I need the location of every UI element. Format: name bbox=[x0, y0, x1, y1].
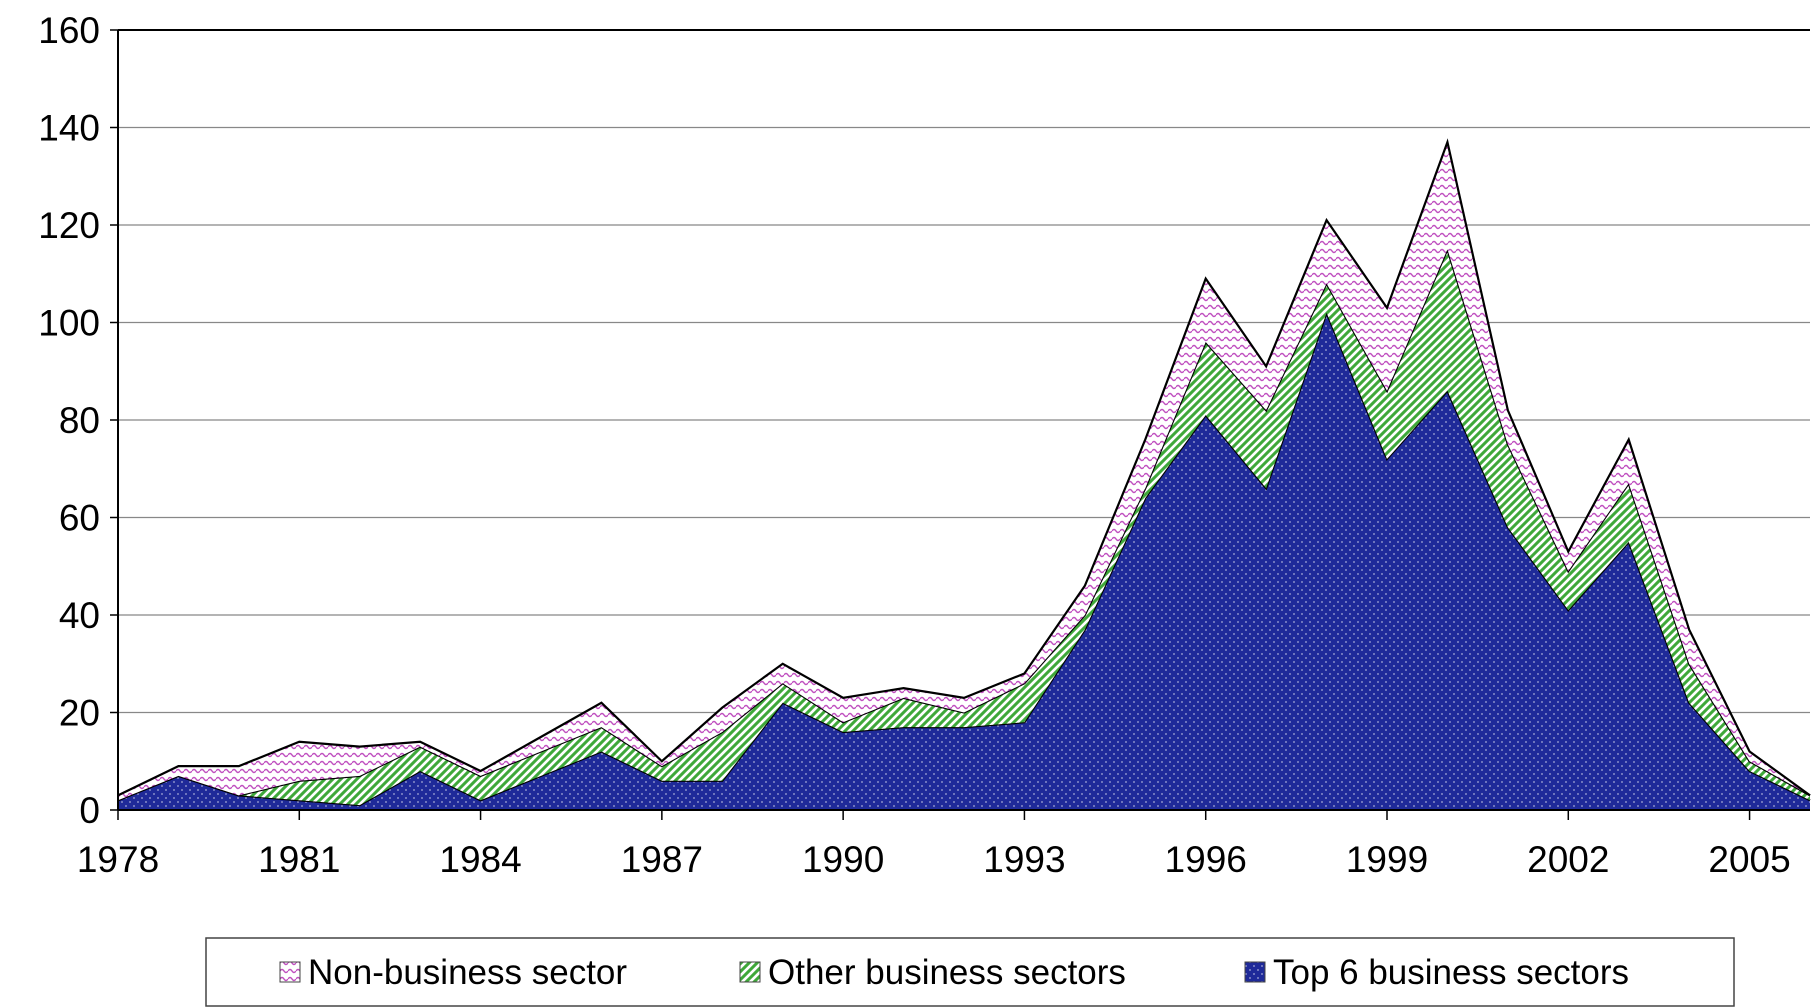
legend-swatch bbox=[739, 961, 761, 983]
legend-label: Non-business sector bbox=[308, 953, 627, 992]
x-tick-label: 1993 bbox=[983, 839, 1065, 880]
y-tick-label: 80 bbox=[59, 400, 100, 441]
y-tick-label: 100 bbox=[38, 303, 100, 344]
y-tick-label: 120 bbox=[38, 205, 100, 246]
legend-box bbox=[205, 937, 1735, 1007]
x-tick-label: 1996 bbox=[1165, 839, 1247, 880]
area bbox=[118, 312, 1810, 810]
legend-swatch bbox=[279, 961, 301, 983]
x-tick-label: 2005 bbox=[1708, 839, 1790, 880]
y-tick-label: 0 bbox=[79, 790, 100, 831]
y-tick-label: 40 bbox=[59, 595, 100, 636]
x-tick-label: 1984 bbox=[439, 839, 521, 880]
legend-label: Other business sectors bbox=[768, 953, 1126, 992]
legend-swatch bbox=[1244, 961, 1266, 983]
x-tick-label: 1981 bbox=[258, 839, 340, 880]
x-tick-label: 1999 bbox=[1346, 839, 1428, 880]
y-tick-label: 160 bbox=[38, 10, 100, 51]
x-tick-label: 1990 bbox=[802, 839, 884, 880]
x-tick-label: 1987 bbox=[621, 839, 703, 880]
y-tick-label: 140 bbox=[38, 108, 100, 149]
x-tick-label: 2002 bbox=[1527, 839, 1609, 880]
x-tick-label: 1978 bbox=[77, 839, 159, 880]
legend-label: Top 6 business sectors bbox=[1273, 953, 1629, 992]
area-outline bbox=[117, 138, 1811, 797]
y-tick-label: 60 bbox=[59, 498, 100, 539]
y-tick-label: 20 bbox=[59, 693, 100, 734]
